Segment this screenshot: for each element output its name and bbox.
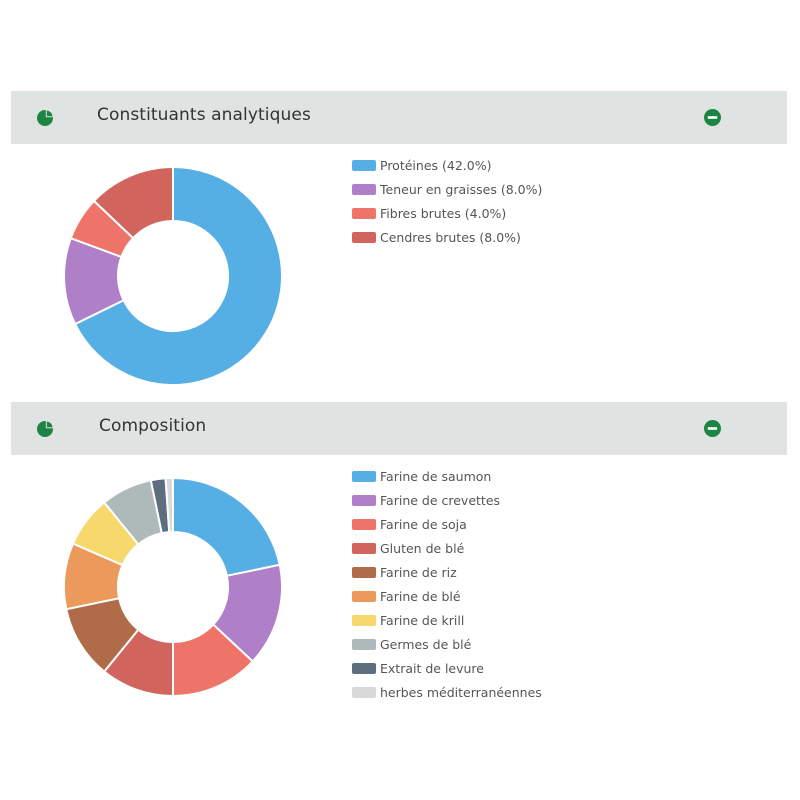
legend-label: Cendres brutes (8.0%) (380, 230, 521, 245)
pie-chart-icon (37, 109, 54, 126)
legend-swatch (352, 639, 376, 650)
legend-swatch (352, 615, 376, 626)
legend-swatch (352, 591, 376, 602)
legend-composition: Farine de saumon Farine de crevettes Farin… (352, 469, 542, 709)
legend-swatch (352, 687, 376, 698)
legend-item-farine-de-riz[interactable]: Farine de riz (352, 565, 542, 589)
legend-item-cendres-brutes[interactable]: Cendres brutes (8.0%) (352, 230, 542, 254)
panel-title: Composition (99, 416, 207, 436)
legend-label: Gluten de blé (380, 541, 465, 556)
panel-header-constituants[interactable]: Constituants analytiques (11, 91, 787, 144)
legend-swatch (352, 208, 376, 219)
panel-header-composition[interactable]: Composition (11, 402, 787, 455)
minus-circle-icon[interactable] (703, 108, 722, 127)
legend-label: Farine de saumon (380, 469, 492, 484)
slice-proteines[interactable] (73, 165, 283, 386)
legend-label: herbes méditerranéennes (380, 685, 542, 700)
legend-item-herbes-mediterraneennes[interactable]: herbes méditerranéennes (352, 685, 542, 709)
panel-title: Constituants analytiques (97, 105, 311, 125)
legend-swatch (352, 519, 376, 530)
legend-item-farine-de-soja[interactable]: Farine de soja (352, 517, 542, 541)
legend-label: Farine de krill (380, 613, 465, 628)
legend-item-farine-de-krill[interactable]: Farine de krill (352, 613, 542, 637)
legend-item-fibres-brutes[interactable]: Fibres brutes (4.0%) (352, 206, 542, 230)
donut-chart-composition (63, 476, 283, 698)
legend-item-farine-de-saumon[interactable]: Farine de saumon (352, 469, 542, 493)
donut-chart-constituants (63, 165, 283, 386)
legend-item-extrait-de-levure[interactable]: Extrait de levure (352, 661, 542, 685)
legend-item-farine-de-crevettes[interactable]: Farine de crevettes (352, 493, 542, 517)
legend-label: Germes de blé (380, 637, 472, 652)
legend-label: Farine de blé (380, 589, 461, 604)
legend-item-gluten-de-ble[interactable]: Gluten de blé (352, 541, 542, 565)
minus-circle-icon[interactable] (703, 419, 722, 438)
legend-item-farine-de-ble[interactable]: Farine de blé (352, 589, 542, 613)
pie-chart-icon (37, 420, 54, 437)
legend-item-proteines[interactable]: Protéines (42.0%) (352, 158, 542, 182)
legend-item-germes-de-ble[interactable]: Germes de blé (352, 637, 542, 661)
slice-herbes-mediterraneennes[interactable] (164, 476, 174, 534)
legend-swatch (352, 471, 376, 482)
legend-constituants: Protéines (42.0%) Teneur en graisses (8.0… (352, 158, 542, 254)
legend-label: Teneur en graisses (8.0%) (380, 182, 543, 197)
legend-swatch (352, 663, 376, 674)
legend-swatch (352, 543, 376, 554)
legend-label: Farine de crevettes (380, 493, 501, 508)
slice-cendres-brutes[interactable] (92, 165, 174, 240)
legend-label: Farine de riz (380, 565, 457, 580)
legend-item-teneur-en-graisses[interactable]: Teneur en graisses (8.0%) (352, 182, 542, 206)
legend-label: Protéines (42.0%) (380, 158, 492, 173)
legend-swatch (352, 495, 376, 506)
legend-label: Farine de soja (380, 517, 467, 532)
slice-farine-de-saumon[interactable] (172, 476, 281, 577)
legend-swatch (352, 567, 376, 578)
legend-label: Extrait de levure (380, 661, 484, 676)
legend-swatch (352, 184, 376, 195)
legend-label: Fibres brutes (4.0%) (380, 206, 507, 221)
legend-swatch (352, 232, 376, 243)
legend-swatch (352, 160, 376, 171)
